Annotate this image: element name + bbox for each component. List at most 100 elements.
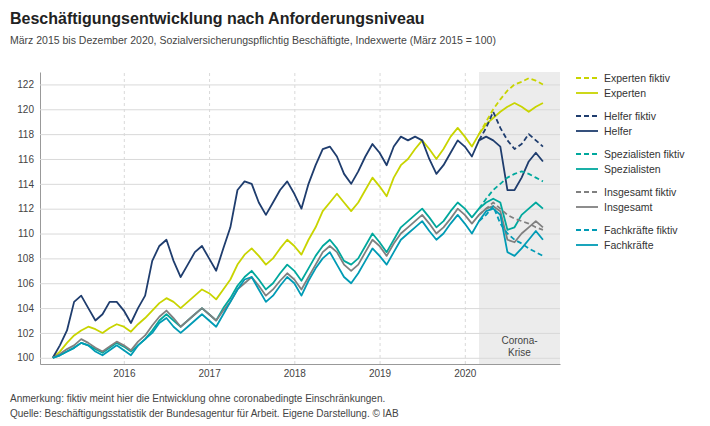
legend-swatch [576, 168, 598, 170]
y-grid-line [40, 308, 560, 309]
x-tick-label: 2018 [284, 368, 307, 379]
legend-item: Fachkräfte fiktiv [576, 224, 678, 236]
line-dashed [479, 206, 543, 256]
legend-item: Insgesamt fiktiv [576, 186, 677, 198]
y-tick: 106 [17, 278, 560, 289]
legend-swatch [576, 77, 598, 79]
legend-label: Experten fiktiv [604, 72, 671, 84]
legend-swatch [576, 153, 598, 155]
y-tick-label: 108 [17, 253, 34, 264]
legend-swatch [576, 229, 598, 231]
x-tick-label: 2016 [113, 368, 136, 379]
legend-swatch [576, 206, 598, 208]
lines [53, 78, 543, 358]
line [53, 199, 543, 358]
subtitle: März 2015 bis Dezember 2020, Sozialversi… [10, 34, 496, 46]
legend-label: Insgesamt fiktiv [604, 186, 677, 198]
legend-label: Helfer [604, 125, 633, 137]
x-tick: 2017 [198, 72, 221, 379]
y-tick: 120 [17, 104, 560, 115]
y-tick-label: 114 [18, 179, 34, 190]
legend-item: Helfer [576, 125, 633, 137]
annotation: Anmerkung: fiktiv meint hier die Entwick… [10, 393, 385, 404]
y-grid-line [40, 234, 560, 235]
line-dashed [479, 112, 543, 149]
legend: Experten fiktiv Experten Helfer fiktiv Helf… [576, 72, 685, 251]
shaded-region-label: Corona-Krise [501, 335, 537, 358]
line [53, 209, 543, 358]
legend-item: Spezialisten [576, 163, 661, 175]
legend-item: Experten fiktiv [576, 72, 671, 84]
y-grid-line [40, 258, 560, 259]
x-tick-label: 2017 [198, 368, 221, 379]
y-tick-label: 106 [17, 278, 34, 289]
shaded-region-label-line: Corona- [501, 335, 537, 346]
legend-item: Insgesamt [576, 201, 653, 213]
title: Beschäftigungsentwicklung nach Anforderu… [10, 10, 425, 27]
y-tick: 122 [17, 79, 560, 90]
y-tick: 108 [17, 253, 560, 264]
y-axis-line [40, 73, 41, 365]
legend-item: Fachkräfte [576, 239, 654, 251]
y-grid-line [40, 358, 560, 359]
shaded-region-label-line: Krise [508, 347, 531, 358]
legend-swatch [576, 92, 598, 94]
line-dashed [479, 171, 543, 208]
x-tick-label: 2020 [454, 368, 477, 379]
x-grid-line [380, 72, 381, 364]
y-tick-label: 100 [17, 352, 34, 363]
legend-item: Spezialisten fiktiv [576, 148, 685, 160]
legend-label: Experten [604, 87, 646, 99]
plot: 100 102 104 106 108 110 112 114 116 118 120 122 2016… [17, 72, 560, 379]
legend-swatch [576, 244, 598, 246]
legend-item: Experten [576, 87, 646, 99]
y-tick-label: 122 [17, 79, 34, 90]
y-grid-line [40, 333, 560, 334]
line-dashed [479, 202, 543, 229]
legend-label: Fachkräfte fiktiv [604, 224, 678, 236]
y-tick-label: 116 [18, 154, 34, 165]
line-dashed [479, 78, 543, 134]
y-axis: 100 102 104 106 108 110 112 114 116 118 120 122 [17, 73, 560, 365]
y-tick: 102 [17, 328, 560, 339]
line [53, 206, 543, 358]
x-tick: 2019 [369, 72, 392, 379]
y-grid-line [40, 134, 560, 135]
y-tick-label: 118 [18, 129, 34, 140]
y-tick-label: 120 [17, 104, 34, 115]
y-grid-line [40, 283, 560, 284]
x-axis: 2016 2017 2018 2019 2020 [41, 72, 561, 379]
x-grid-line [124, 72, 125, 364]
legend-swatch [576, 130, 598, 132]
legend-swatch [576, 115, 598, 117]
legend-label: Spezialisten [604, 163, 661, 175]
legend-label: Spezialisten fiktiv [604, 148, 685, 160]
chart: Beschäftigungsentwicklung nach Anforderu… [0, 0, 710, 426]
y-grid-line [40, 84, 560, 85]
x-grid-line [465, 72, 466, 364]
y-tick-label: 102 [17, 328, 34, 339]
y-tick: 110 [18, 228, 560, 239]
y-grid-line [40, 159, 560, 160]
y-tick-label: 110 [18, 228, 34, 239]
legend-item: Helfer fiktiv [576, 110, 657, 122]
x-grid-line [294, 72, 295, 364]
y-grid-line [40, 184, 560, 185]
legend-label: Fachkräfte [604, 239, 654, 251]
y-grid-line [40, 209, 560, 210]
line [53, 137, 543, 358]
x-tick: 2016 [113, 72, 136, 379]
annotation: Quelle: Beschäftigungsstatistik der Bund… [10, 408, 399, 419]
x-axis-line [41, 364, 561, 365]
y-grid-line [40, 109, 560, 110]
line [53, 103, 543, 358]
x-tick: 2018 [284, 72, 307, 379]
y-tick: 104 [17, 303, 560, 314]
legend-label: Helfer fiktiv [604, 110, 657, 122]
y-tick: 116 [18, 154, 560, 165]
y-tick-label: 112 [18, 203, 34, 214]
legend-swatch [576, 191, 598, 193]
legend-label: Insgesamt [604, 201, 653, 213]
y-tick-label: 104 [17, 303, 34, 314]
x-tick-label: 2019 [369, 368, 392, 379]
